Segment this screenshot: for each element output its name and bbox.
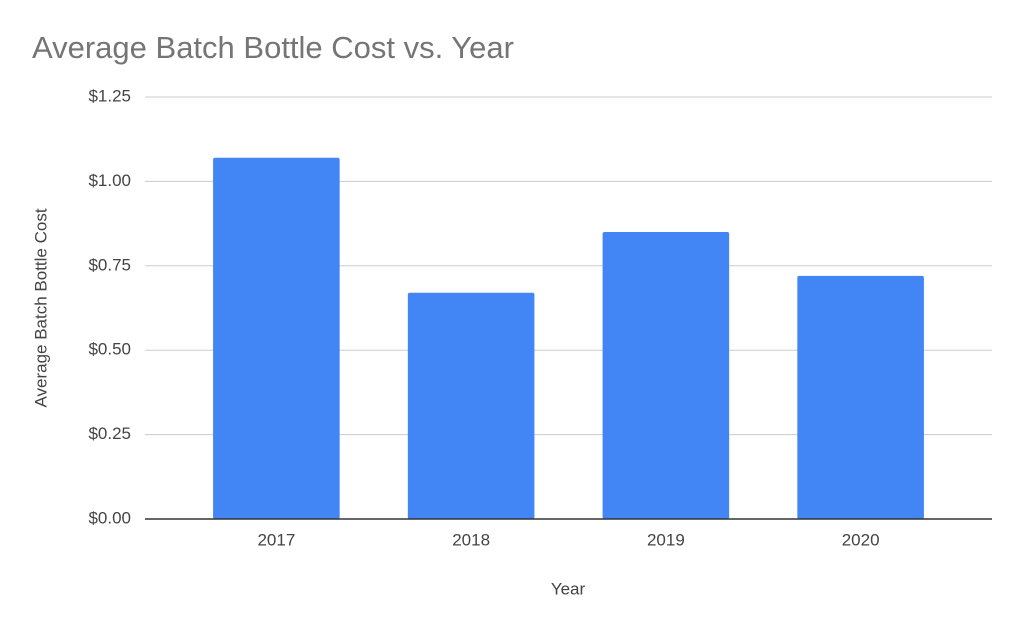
bar bbox=[797, 275, 924, 519]
y-tick-label: $0.25 bbox=[88, 424, 131, 443]
x-tick-label: 2018 bbox=[452, 530, 490, 549]
y-tick-label: $0.00 bbox=[88, 508, 131, 527]
bar bbox=[213, 157, 340, 519]
x-tick-label: 2017 bbox=[257, 530, 295, 549]
y-tick-label: $0.50 bbox=[88, 340, 131, 359]
y-tick-label: $1.25 bbox=[88, 86, 131, 105]
bar bbox=[407, 292, 535, 519]
x-tick-label: 2019 bbox=[647, 530, 685, 549]
x-tick-label: 2020 bbox=[842, 530, 880, 549]
chart-title: Average Batch Bottle Cost vs. Year bbox=[32, 30, 514, 65]
y-tick-label: $0.75 bbox=[88, 255, 131, 274]
y-tick-label: $1.00 bbox=[88, 171, 131, 190]
bar bbox=[602, 232, 730, 520]
x-axis-label: Year bbox=[551, 579, 586, 598]
y-axis-label: Average Batch Bottle Cost bbox=[31, 208, 50, 407]
